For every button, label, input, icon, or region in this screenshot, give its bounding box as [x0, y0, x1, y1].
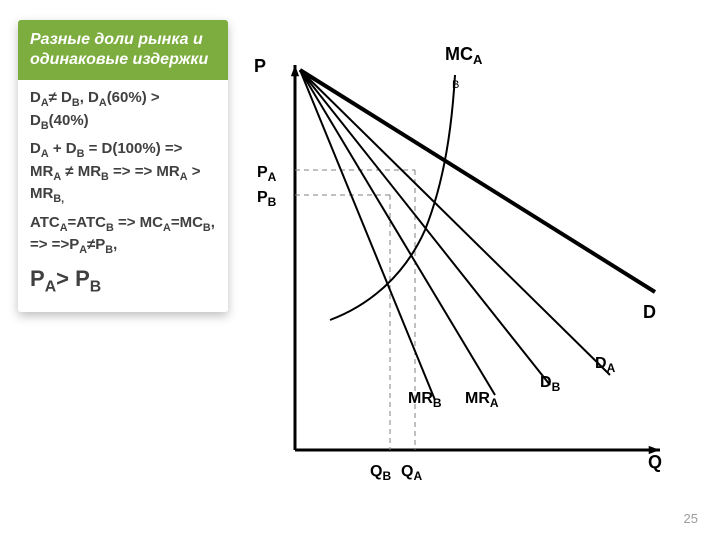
svg-text:Q: Q — [648, 452, 662, 472]
info-panel: Разные доли рынка и одинаковые издержки … — [18, 20, 228, 312]
panel-line-3: ATCA=ATCB => MCA=MCB, => =>PA≠PB, — [30, 213, 216, 258]
chart: PQМСABDDADBMRAMRBPAPBQBQA — [240, 30, 680, 490]
svg-text:DB: DB — [540, 374, 561, 394]
svg-text:PA: PA — [257, 164, 277, 184]
svg-text:QB: QB — [370, 463, 391, 483]
panel-body: DA≠ DB, DA(60%) > DB(40%) DA + DB = D(10… — [18, 80, 228, 312]
panel-line-1: DA≠ DB, DA(60%) > DB(40%) — [30, 88, 216, 133]
svg-text:B: B — [452, 79, 459, 91]
svg-text:DA: DA — [595, 355, 616, 375]
panel-conclusion: PA> PB — [30, 264, 216, 298]
svg-text:PB: PB — [257, 189, 277, 209]
page-number: 25 — [684, 511, 698, 526]
svg-text:MRB: MRB — [408, 390, 442, 410]
svg-text:МСA: МСA — [445, 44, 483, 67]
svg-text:D: D — [643, 302, 656, 322]
svg-text:P: P — [254, 56, 266, 76]
panel-line-2: DA + DB = D(100%) => MRA ≠ MRB => => MRA… — [30, 139, 216, 207]
panel-header: Разные доли рынка и одинаковые издержки — [18, 20, 228, 80]
svg-text:QA: QA — [401, 463, 422, 483]
